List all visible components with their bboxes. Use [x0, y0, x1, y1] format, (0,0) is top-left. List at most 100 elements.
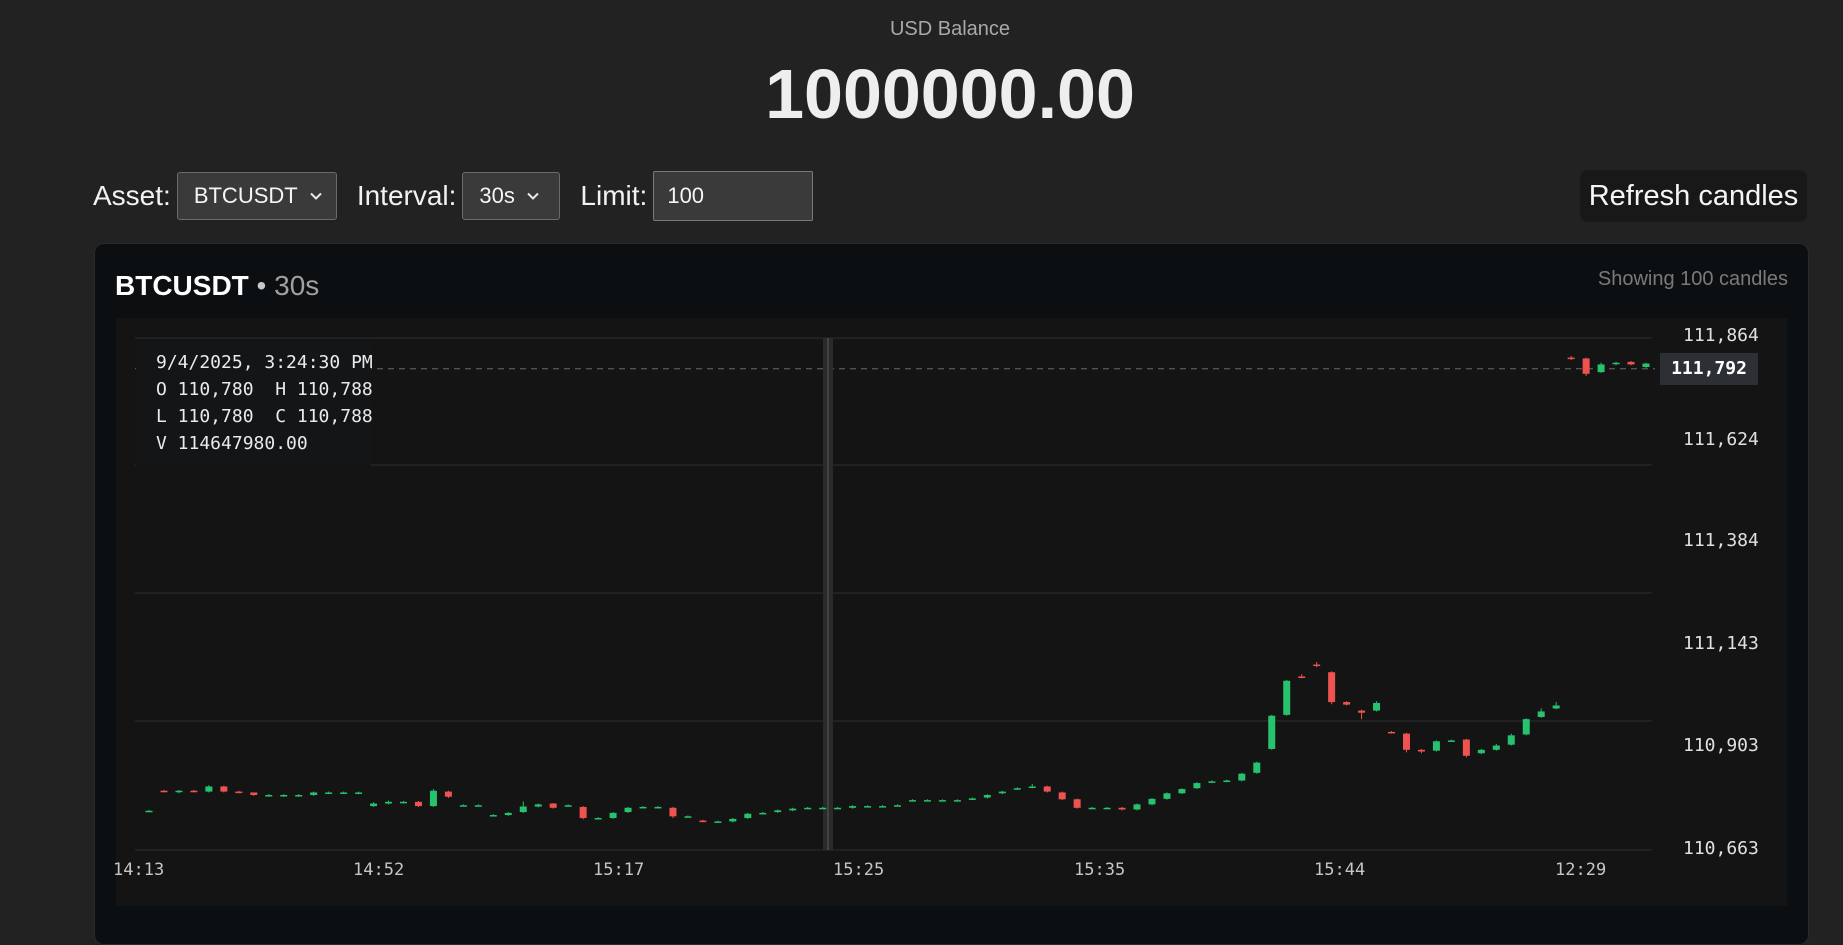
candle-down [1462, 739, 1470, 756]
candle-down [190, 790, 198, 793]
candle-up [1238, 773, 1246, 781]
candle-up [1088, 807, 1096, 810]
interval-select-value: 30s [479, 183, 515, 208]
limit-input[interactable]: 100 [653, 171, 814, 221]
candle-up [998, 791, 1006, 794]
candle-up [789, 808, 797, 811]
candle-up [624, 807, 632, 813]
chart-plot-area [116, 318, 1787, 906]
candle-up [729, 818, 737, 822]
candle-up [1507, 735, 1515, 745]
candle-up [968, 798, 976, 800]
candle-up [1133, 804, 1141, 810]
candle-up [594, 818, 602, 820]
candle-down [1328, 672, 1336, 703]
candle-up [429, 790, 437, 807]
candle-up [1612, 362, 1620, 365]
candle-up [834, 807, 842, 810]
candle-down [1567, 357, 1575, 360]
chevron-down-icon [309, 190, 322, 202]
candle-down [1118, 807, 1126, 810]
asset-label: Asset: [93, 180, 171, 211]
balance-label: USD Balance [889, 18, 1011, 40]
candle-up [1208, 781, 1216, 783]
candle-up [1642, 363, 1650, 367]
candle-up [175, 790, 183, 793]
candle-up [1268, 715, 1276, 749]
candle-down [444, 791, 452, 797]
tooltip-ohlc-line2: L 110,780 C 110,788 [156, 406, 373, 427]
limit-label: Limit: [580, 180, 648, 211]
candle-up [819, 807, 827, 810]
candle-down [1358, 710, 1366, 713]
candle-up [1552, 705, 1560, 709]
candle-up [1148, 798, 1156, 805]
candle-up [325, 792, 333, 794]
candle-down [1043, 786, 1051, 792]
candle-up [938, 800, 946, 802]
x-axis-tick-label: 12:29 [1555, 860, 1607, 880]
candle-up [1283, 680, 1291, 715]
candle-down [160, 790, 168, 793]
candle-up [894, 805, 901, 807]
candle-down [1058, 792, 1066, 800]
candle-down [220, 786, 228, 792]
candle-up [295, 795, 303, 797]
candle-up [355, 792, 363, 794]
interval-select[interactable]: 30s [462, 172, 561, 220]
candle-up [340, 792, 348, 794]
candle-up [759, 812, 767, 815]
candle-down [699, 820, 707, 823]
candle-down [1073, 799, 1081, 808]
candle-down [1343, 702, 1351, 705]
candle-up [1373, 702, 1381, 711]
candlestick-chart[interactable] [0, 0, 1843, 906]
x-axis-tick-label: 15:17 [593, 860, 645, 880]
y-axis-tick-label: 111,864 [1683, 325, 1759, 346]
candle-up [864, 806, 872, 808]
x-axis-tick-label: 14:52 [353, 860, 405, 880]
interval-label: Interval: [356, 180, 457, 211]
candle-up [534, 804, 542, 807]
candle-up [1432, 741, 1440, 751]
balance-value: 1000000.00 [765, 55, 1135, 133]
y-axis-tick-label: 111,624 [1683, 429, 1759, 450]
controls-bar: Asset: BTCUSDT Interval: 30s Limit: 100 [93, 170, 814, 222]
ohlc-tooltip [136, 340, 371, 466]
candle-up [1477, 749, 1485, 754]
candle-up [265, 795, 273, 797]
candle-up [923, 800, 931, 802]
candle-up [1537, 711, 1545, 717]
refresh-candles-button[interactable]: Refresh candles [1580, 170, 1807, 222]
candle-up [1103, 807, 1111, 810]
candle-down [1402, 733, 1410, 750]
candle-count: Showing 100 candles [1597, 268, 1788, 290]
candle-up [459, 805, 467, 807]
candle-up [205, 786, 213, 792]
y-axis-tick-label: 110,663 [1683, 838, 1759, 859]
asset-select[interactable]: BTCUSDT [176, 172, 337, 220]
candle-up [385, 801, 393, 804]
candle-up [639, 806, 647, 809]
candle-up [1013, 788, 1021, 790]
title-separator: • [256, 270, 267, 301]
candle-up [1163, 793, 1171, 799]
candle-up [474, 805, 482, 807]
candle-up [504, 812, 512, 816]
x-axis-tick-label: 15:44 [1314, 860, 1366, 880]
chart-title: BTCUSDT • 30s [115, 270, 319, 302]
candle-up [1178, 789, 1186, 794]
candle-up [804, 807, 812, 810]
candle-up [609, 812, 617, 819]
candle-down [1388, 731, 1396, 734]
candle-up [1253, 762, 1261, 773]
y-axis-tick-label: 110,903 [1683, 735, 1759, 756]
y-axis-tick-label: 111,384 [1683, 530, 1759, 551]
candle-up [908, 800, 916, 802]
candle-up [370, 803, 378, 807]
candle-down [1627, 361, 1635, 365]
candle-up [684, 816, 692, 818]
candle-down [1582, 358, 1590, 374]
x-axis-tick-label: 14:13 [113, 860, 165, 880]
candle-down [579, 806, 587, 819]
